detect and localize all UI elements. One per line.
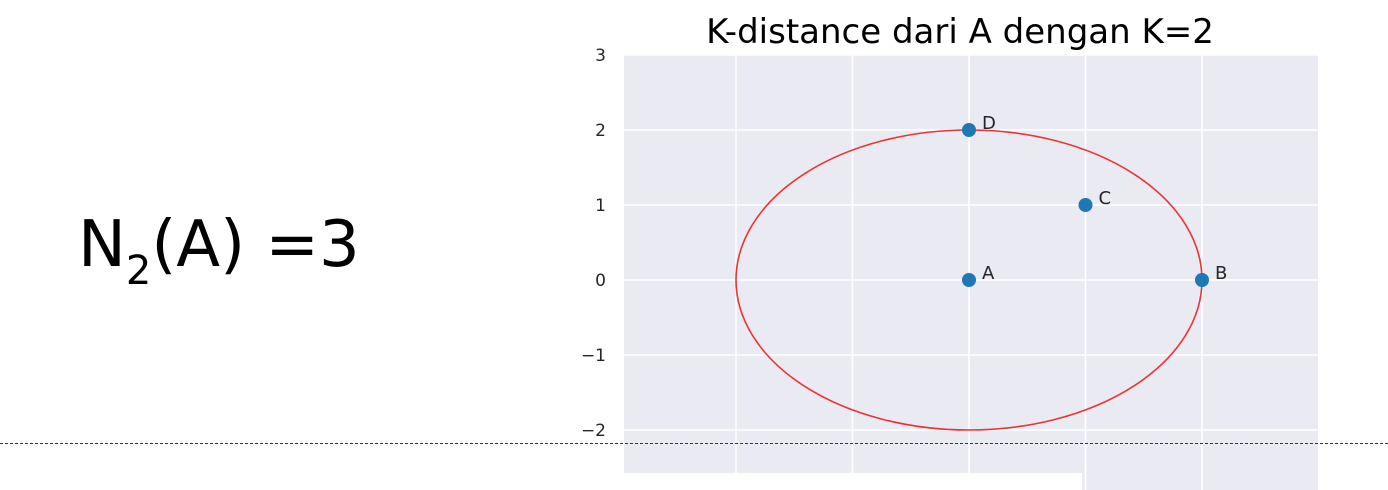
point-label-c: C: [1099, 188, 1112, 209]
point-label-a: A: [982, 263, 995, 284]
y-tick-label: −2: [581, 421, 606, 441]
y-tick-label: 3: [595, 46, 606, 66]
formula-rest: (A) =3: [151, 208, 360, 282]
neighborhood-formula: N2(A) =3: [78, 208, 360, 294]
point-b: [1195, 273, 1209, 287]
dashed-divider: [0, 443, 1388, 444]
y-tick-label: 2: [595, 121, 606, 141]
point-d: [962, 123, 976, 137]
y-tick-label: 0: [595, 271, 606, 291]
y-tick-label: −1: [581, 346, 606, 366]
point-label-b: B: [1215, 263, 1227, 284]
point-a: [962, 273, 976, 287]
point-label-d: D: [982, 113, 996, 134]
formula-base: N: [78, 208, 126, 282]
formula-subscript: 2: [125, 248, 152, 294]
slide-cutoff-area: [624, 473, 1082, 490]
point-c: [1078, 198, 1093, 212]
y-tick-label: 1: [595, 196, 606, 216]
plot-area: [624, 54, 1318, 490]
chart-title: K-distance dari A dengan K=2: [706, 12, 1214, 52]
